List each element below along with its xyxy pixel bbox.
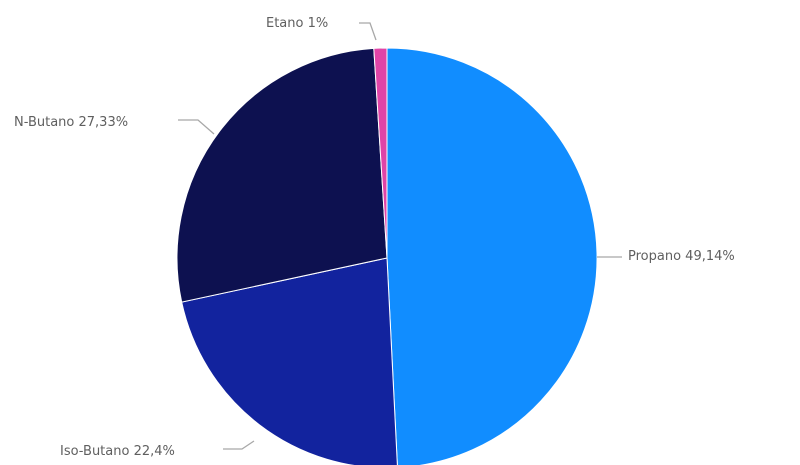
- leader-line-n-butano: [178, 119, 215, 135]
- data-label-iso-butano: Iso-Butano 22,4%: [60, 444, 175, 459]
- leader-line-iso-butano: [223, 440, 255, 450]
- pie-slice-n-butano[interactable]: [176, 47, 388, 303]
- pie-slice-etano[interactable]: [373, 47, 388, 259]
- pie-labels: Propano 49,14% Iso-Butano 22,4% N-Butano 2…: [14, 16, 735, 459]
- data-label-propano: Propano 49,14%: [628, 249, 735, 264]
- data-label-etano: Etano 1%: [266, 16, 328, 31]
- pie-slice-propano[interactable]: [386, 47, 598, 465]
- pie-slice-iso-butano[interactable]: [181, 257, 398, 465]
- leader-line-etano: [359, 22, 377, 41]
- pie-slices: [176, 47, 598, 465]
- data-label-n-butano: N-Butano 27,33%: [14, 115, 128, 130]
